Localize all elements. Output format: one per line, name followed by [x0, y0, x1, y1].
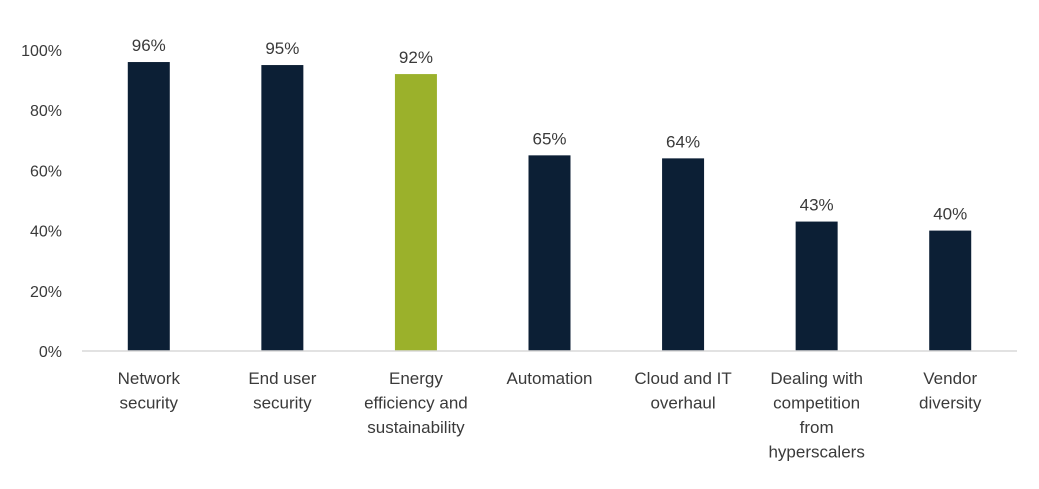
x-category-label-line: Automation: [507, 369, 593, 388]
x-category-label-line: hyperscalers: [768, 443, 864, 462]
y-tick-label: 100%: [21, 43, 62, 60]
x-axis: Network security End user security Energy eff…: [82, 350, 1017, 462]
bar: [261, 65, 304, 352]
x-category-label: Cloud and IT overhaul: [634, 369, 731, 413]
x-category-label-line: overhaul: [650, 394, 715, 413]
y-axis: 0% 20% 40% 60% 80% 100%: [21, 43, 62, 361]
x-category-label-line: Network: [118, 369, 181, 388]
y-tick-label: 80%: [30, 103, 62, 120]
y-tick-label: 20%: [30, 284, 62, 301]
x-category-label-line: from: [800, 418, 834, 437]
x-category-label-line: Vendor: [923, 369, 977, 388]
bars: [127, 62, 972, 352]
x-category-label: Energy efficiency and sustainability: [364, 369, 468, 437]
y-tick-label: 40%: [30, 224, 62, 241]
x-category-label-line: diversity: [919, 394, 982, 413]
y-tick-label: 60%: [30, 163, 62, 180]
x-category-label-line: efficiency and: [364, 394, 468, 413]
bar: [528, 155, 571, 351]
x-category-label-line: End user: [248, 369, 316, 388]
data-label: 65%: [532, 129, 566, 148]
x-category-label-line: sustainability: [367, 418, 465, 437]
x-category-label-line: competition: [773, 394, 860, 413]
x-category-label: Vendor diversity: [919, 369, 982, 413]
x-category-label: Automation: [507, 369, 593, 388]
x-category-label: Dealing with competition from hyperscalers: [768, 369, 864, 462]
x-category-label: Network security: [118, 369, 181, 413]
data-label: 40%: [933, 205, 967, 224]
x-category-label-line: security: [253, 394, 312, 413]
x-category-label-line: Cloud and IT: [634, 369, 731, 388]
data-label: 95%: [265, 39, 299, 58]
x-category-label-line: security: [119, 394, 178, 413]
x-category-label-line: Dealing with: [770, 369, 863, 388]
bar: [394, 74, 437, 351]
x-category-label-line: Energy: [389, 369, 443, 388]
data-label: 92%: [399, 48, 433, 67]
bar: [127, 62, 170, 351]
bar: [929, 230, 972, 351]
data-label: 96%: [132, 36, 166, 55]
y-tick-label: 0%: [39, 344, 62, 361]
bar: [795, 221, 838, 351]
x-category-label: End user security: [248, 369, 316, 413]
data-labels: 96% 95% 92% 65% 64% 43% 40%: [132, 36, 967, 224]
data-label: 43%: [800, 196, 834, 215]
data-label: 64%: [666, 132, 700, 151]
bar: [662, 158, 705, 351]
